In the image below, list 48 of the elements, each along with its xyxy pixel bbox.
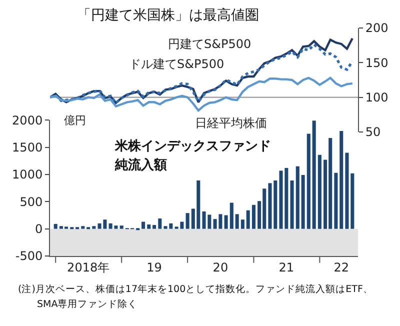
bar bbox=[334, 172, 338, 229]
chart-title: 「円建て米国株」は最高値圏 bbox=[77, 8, 259, 24]
bar bbox=[142, 222, 146, 229]
bar bbox=[318, 154, 322, 229]
y-axis-title: 億円 bbox=[64, 114, 86, 127]
y-tick-label: 500 bbox=[20, 194, 43, 209]
bar bbox=[296, 166, 300, 229]
series-label: ドル建てS&P500 bbox=[129, 57, 224, 71]
annotation: 米株インデックスファンド bbox=[114, 139, 271, 154]
x-tick-label: 21 bbox=[278, 260, 294, 274]
bar bbox=[240, 220, 244, 229]
series-label: 日経平均株価 bbox=[195, 116, 267, 130]
x-tick-label: 20 bbox=[212, 260, 228, 274]
bar bbox=[312, 120, 316, 229]
y-tick-label: 150 bbox=[365, 56, 388, 70]
bar bbox=[186, 213, 190, 229]
y-tick-label: -500 bbox=[15, 249, 43, 264]
bar bbox=[81, 226, 85, 229]
bar bbox=[54, 224, 58, 229]
text: SMA専用ファンド除く bbox=[37, 298, 138, 310]
text: (注)月次ベース、株価は17年末を100として指数化。ファンド純流入額はETF、 bbox=[18, 283, 373, 295]
x-tick-label: 2018年 bbox=[67, 260, 110, 274]
y-tick-label: 0 bbox=[34, 222, 43, 236]
bar bbox=[152, 225, 156, 229]
bar bbox=[158, 218, 162, 229]
bar bbox=[92, 226, 96, 229]
y-tick-label: 100 bbox=[365, 90, 388, 105]
bar bbox=[252, 204, 256, 229]
bar bbox=[301, 175, 305, 229]
bar bbox=[147, 224, 151, 229]
y-tick-label: 2000 bbox=[12, 113, 43, 128]
x-tick-label: 22 bbox=[334, 260, 350, 274]
bar bbox=[235, 214, 239, 229]
bar bbox=[246, 210, 250, 229]
bar bbox=[224, 215, 228, 229]
bar bbox=[230, 202, 234, 229]
annotation: 純流入額 bbox=[114, 157, 167, 173]
y-tick-label: 50 bbox=[365, 125, 381, 140]
x-tick-label: 19 bbox=[146, 260, 162, 274]
bar bbox=[120, 226, 124, 229]
bar bbox=[290, 180, 294, 229]
line-series bbox=[50, 76, 354, 112]
bar bbox=[306, 134, 310, 229]
bar bbox=[340, 130, 344, 229]
y-tick-label: 1000 bbox=[12, 168, 43, 182]
y-tick-label: 200 bbox=[365, 21, 388, 36]
y-tick-label: 1500 bbox=[12, 140, 43, 154]
series-label: 円建てS&P500 bbox=[168, 37, 252, 51]
